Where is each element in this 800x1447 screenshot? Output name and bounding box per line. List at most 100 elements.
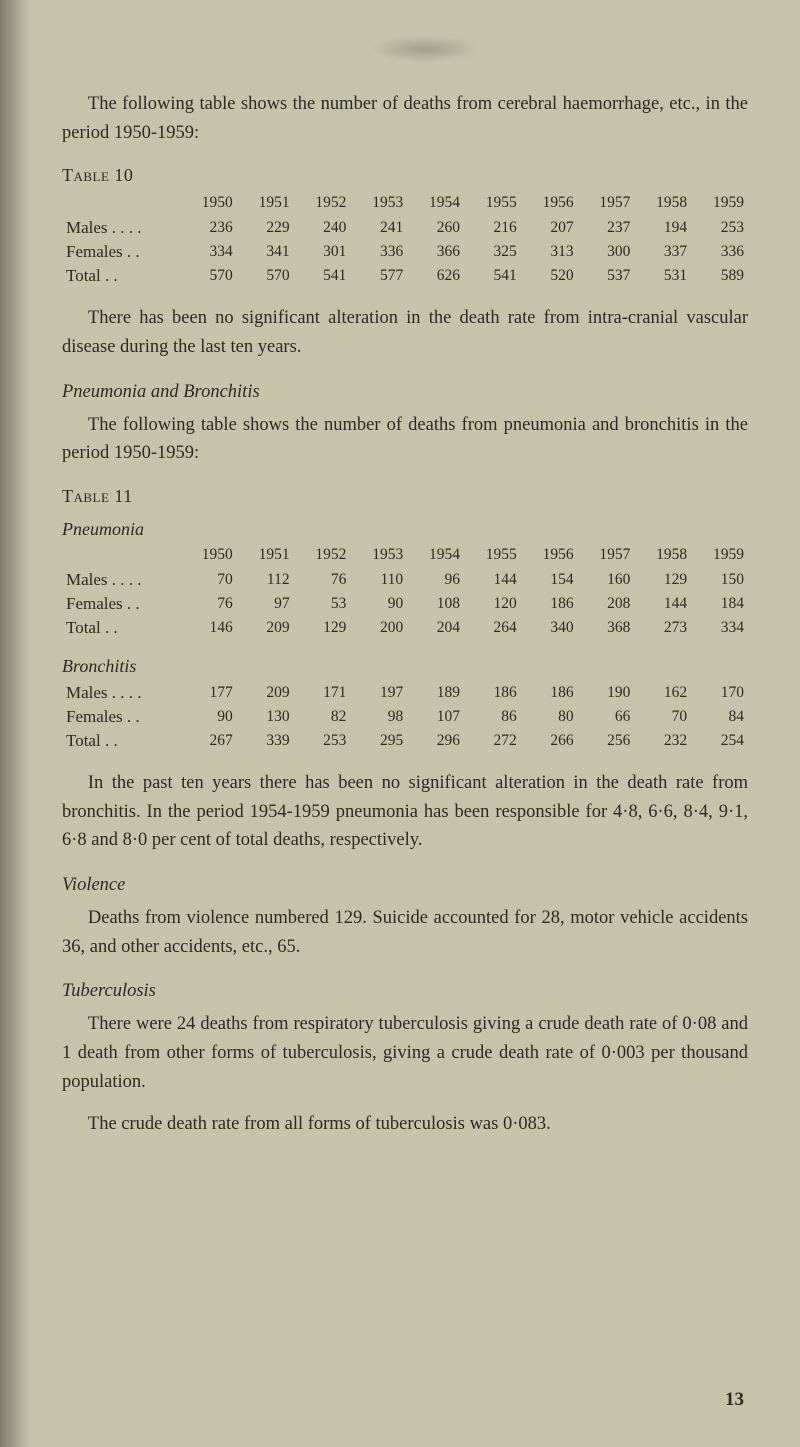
year-cell: 1959 <box>691 544 748 568</box>
data-cell: 209 <box>237 616 294 640</box>
year-cell: 1956 <box>521 544 578 568</box>
year-cell: 1955 <box>464 544 521 568</box>
year-cell: 1954 <box>407 544 464 568</box>
data-cell: 272 <box>464 729 521 753</box>
data-cell: 334 <box>180 240 237 264</box>
para5-text: Deaths from violence numbered 129. Suici… <box>62 908 748 957</box>
data-cell: 70 <box>634 705 691 729</box>
table-row: Total . . 146 209 129 200 204 264 340 36… <box>62 616 748 640</box>
year-cell: 1952 <box>294 192 351 216</box>
year-cell: 1951 <box>237 192 294 216</box>
data-cell: 626 <box>407 264 464 288</box>
data-cell: 339 <box>237 729 294 753</box>
year-cell: 1954 <box>407 192 464 216</box>
data-cell: 76 <box>294 568 351 592</box>
data-cell: 53 <box>294 592 351 616</box>
data-cell: 209 <box>237 681 294 705</box>
year-cell: 1953 <box>350 544 407 568</box>
data-cell: 337 <box>634 240 691 264</box>
data-cell: 160 <box>578 568 635 592</box>
row-label: Total . . <box>62 264 180 288</box>
table-row: Females . . 76 97 53 90 108 120 186 208 … <box>62 592 748 616</box>
data-cell: 112 <box>237 568 294 592</box>
data-cell: 70 <box>180 568 237 592</box>
data-cell: 241 <box>350 216 407 240</box>
year-cell: 1957 <box>578 544 635 568</box>
heading-violence: Violence <box>62 875 748 896</box>
data-cell: 336 <box>691 240 748 264</box>
data-cell: 207 <box>521 216 578 240</box>
data-cell: 264 <box>464 616 521 640</box>
data-cell: 336 <box>350 240 407 264</box>
paragraph-4: In the past ten years there has been no … <box>62 769 748 855</box>
data-cell: 577 <box>350 264 407 288</box>
data-cell: 537 <box>578 264 635 288</box>
data-cell: 120 <box>464 592 521 616</box>
para6-text: There were 24 deaths from respiratory tu… <box>62 1014 748 1091</box>
page-number: 13 <box>725 1389 744 1411</box>
data-cell: 366 <box>407 240 464 264</box>
data-cell: 300 <box>578 240 635 264</box>
data-cell: 273 <box>634 616 691 640</box>
data-cell: 186 <box>521 592 578 616</box>
data-cell: 80 <box>521 705 578 729</box>
data-cell: 197 <box>350 681 407 705</box>
paragraph-6: There were 24 deaths from respiratory tu… <box>62 1010 748 1096</box>
data-cell: 107 <box>407 705 464 729</box>
data-cell: 301 <box>294 240 351 264</box>
table-row: Females . . 90 130 82 98 107 86 80 66 70… <box>62 705 748 729</box>
table-row: Total . . 570 570 541 577 626 541 520 53… <box>62 264 748 288</box>
paragraph-2: There has been no significant alteration… <box>62 304 748 361</box>
data-cell: 208 <box>578 592 635 616</box>
data-cell: 170 <box>691 681 748 705</box>
data-cell: 171 <box>294 681 351 705</box>
data-cell: 267 <box>180 729 237 753</box>
data-cell: 296 <box>407 729 464 753</box>
data-cell: 146 <box>180 616 237 640</box>
data-cell: 368 <box>578 616 635 640</box>
data-cell: 216 <box>464 216 521 240</box>
intro-text: The following table shows the number of … <box>62 94 748 143</box>
year-cell: 1959 <box>691 192 748 216</box>
table-row: Males . . . . 177 209 171 197 189 186 18… <box>62 681 748 705</box>
data-cell: 189 <box>407 681 464 705</box>
table-10: 1950 1951 1952 1953 1954 1955 1956 1957 … <box>62 192 748 288</box>
table-row: Total . . 267 339 253 295 296 272 266 25… <box>62 729 748 753</box>
data-cell: 90 <box>180 705 237 729</box>
data-cell: 204 <box>407 616 464 640</box>
data-cell: 110 <box>350 568 407 592</box>
data-cell: 66 <box>578 705 635 729</box>
data-cell: 84 <box>691 705 748 729</box>
year-cell: 1951 <box>237 544 294 568</box>
row-label: Females . . <box>62 705 180 729</box>
data-cell: 266 <box>521 729 578 753</box>
data-cell: 253 <box>294 729 351 753</box>
year-cell: 1953 <box>350 192 407 216</box>
data-cell: 194 <box>634 216 691 240</box>
data-cell: 108 <box>407 592 464 616</box>
row-label: Males . . . . <box>62 681 180 705</box>
data-cell: 96 <box>407 568 464 592</box>
table-row: Males . . . . 70 112 76 110 96 144 154 1… <box>62 568 748 592</box>
row-label: Total . . <box>62 729 180 753</box>
data-cell: 162 <box>634 681 691 705</box>
para7-text: The crude death rate from all forms of t… <box>88 1114 551 1134</box>
data-cell: 589 <box>691 264 748 288</box>
data-cell: 144 <box>634 592 691 616</box>
data-cell: 256 <box>578 729 635 753</box>
data-cell: 570 <box>180 264 237 288</box>
top-smudge <box>370 35 480 63</box>
year-cell: 1958 <box>634 192 691 216</box>
table-10-label: Table 10 <box>62 165 748 186</box>
binding-shadow <box>0 0 30 1447</box>
data-cell: 129 <box>634 568 691 592</box>
data-cell: 129 <box>294 616 351 640</box>
data-cell: 325 <box>464 240 521 264</box>
data-cell: 295 <box>350 729 407 753</box>
data-cell: 86 <box>464 705 521 729</box>
data-cell: 130 <box>237 705 294 729</box>
table-row: 1950 1951 1952 1953 1954 1955 1956 1957 … <box>62 544 748 568</box>
data-cell: 97 <box>237 592 294 616</box>
table-11-sub-pneumonia: Pneumonia <box>62 519 748 540</box>
table-row: 1950 1951 1952 1953 1954 1955 1956 1957 … <box>62 192 748 216</box>
